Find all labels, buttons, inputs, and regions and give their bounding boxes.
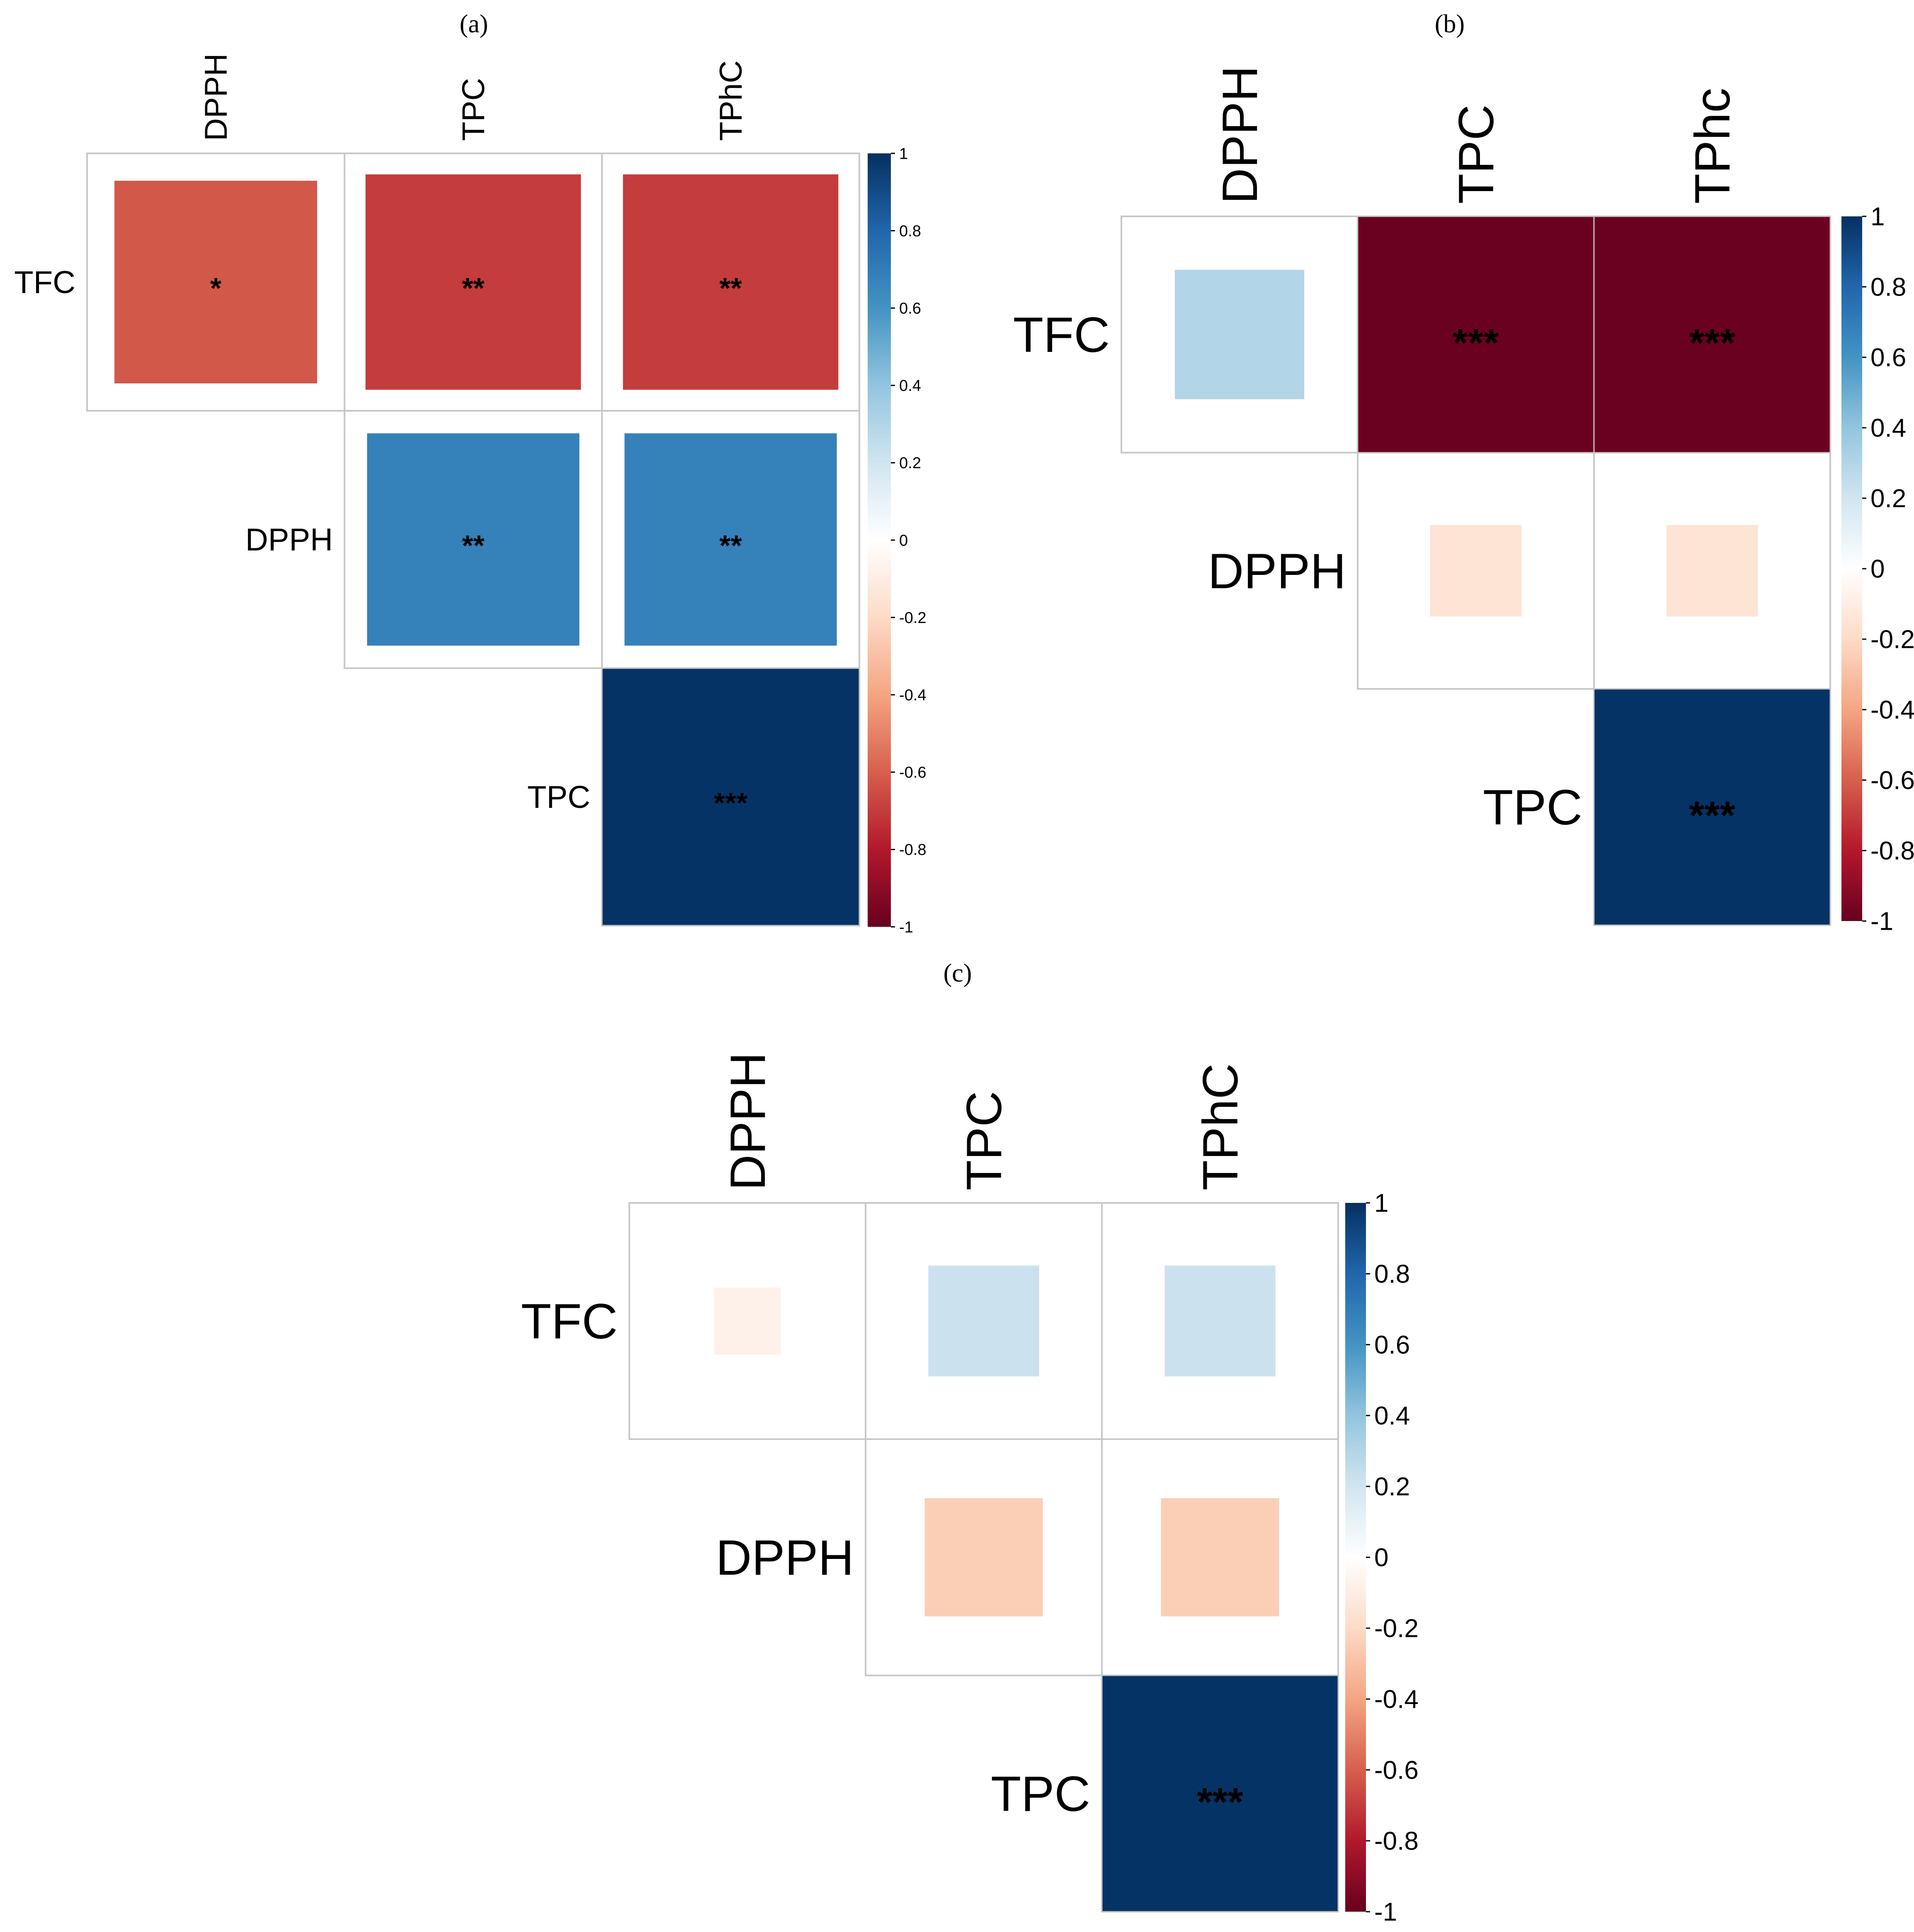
colorbar-tick-label: 0.2 <box>899 455 921 472</box>
row-label-dpph: DPPH <box>245 522 333 558</box>
significance-stars-dpph-tphc: ** <box>719 529 742 562</box>
colorbar-tick-label: 0.8 <box>899 223 921 240</box>
colorbar-tick-label: 0.4 <box>1870 414 1906 443</box>
colorbar-tick-label: 0.4 <box>1374 1402 1410 1430</box>
colorbar-tick-label: -0.4 <box>899 687 926 704</box>
row-label-dpph: DPPH <box>1208 543 1346 599</box>
corr-square-tfc-tpc <box>365 174 581 390</box>
colorbar-tick-label: 1 <box>1374 1189 1388 1218</box>
colorbar-tick-label: 0.8 <box>1374 1260 1410 1289</box>
row-label-tfc: TFC <box>14 265 75 300</box>
colorbar-tick-label: -0.2 <box>899 609 926 627</box>
significance-stars-tpc-tphc: *** <box>1689 793 1736 838</box>
colorbar-tick-label: -0.2 <box>1374 1614 1419 1643</box>
corr-square-tfc-tphc <box>623 174 839 390</box>
colorbar-tick-label: -0.6 <box>1870 766 1914 795</box>
row-label-tpc: TPC <box>991 1766 1090 1822</box>
column-label-dpph: DPPH <box>199 53 234 141</box>
significance-stars-tfc-dpph: * <box>210 272 222 304</box>
colorbar <box>868 153 891 927</box>
corr-square-tfc-tpc <box>1358 217 1594 452</box>
column-label-tphc: TPhC <box>1193 1063 1248 1190</box>
colorbar-tick-label: 0.8 <box>1870 273 1906 302</box>
significance-stars-dpph-tpc: ** <box>462 529 485 562</box>
corr-square-tfc-tpc <box>928 1265 1039 1377</box>
colorbar-tick-label: -0.8 <box>1374 1827 1419 1856</box>
colorbar-tick-label: -1 <box>1374 1898 1397 1927</box>
colorbar <box>1841 216 1862 921</box>
colorbar-tick-label: -1 <box>899 919 913 936</box>
column-label-tphc: TPhC <box>713 61 749 141</box>
corr-square-dpph-tphc <box>1666 525 1758 617</box>
significance-stars-tpc-tphc: *** <box>1197 1780 1244 1824</box>
corr-square-tfc-tphc <box>1164 1265 1276 1377</box>
colorbar-tick-label: 0 <box>899 532 908 549</box>
panel-b-title: (b) <box>1435 10 1465 38</box>
colorbar-tick-label: -0.6 <box>899 764 926 781</box>
corr-square-tfc-dpph <box>114 181 317 383</box>
row-label-tfc: TFC <box>521 1294 618 1349</box>
corr-square-tpc-tphc <box>602 669 859 925</box>
colorbar-tick-label: -0.4 <box>1374 1685 1419 1714</box>
significance-stars-tfc-tphc: ** <box>719 272 742 304</box>
colorbar-tick-label: -0.2 <box>1870 625 1914 654</box>
colorbar-tick-label: 0.6 <box>1374 1331 1410 1360</box>
column-label-dpph: DPPH <box>1212 66 1268 204</box>
colorbar-tick-label: -0.8 <box>1870 837 1914 865</box>
colorbar-tick-label: 0.2 <box>1374 1473 1410 1501</box>
column-label-tphc: TPhc <box>1685 88 1740 204</box>
colorbar-tick-label: 0.2 <box>1870 485 1906 513</box>
corr-square-dpph-tphc <box>624 433 837 646</box>
colorbar-tick-label: 0.4 <box>899 377 921 395</box>
corr-square-dpph-tpc <box>924 1498 1043 1617</box>
colorbar-tick-label: -0.4 <box>1870 696 1914 725</box>
colorbar <box>1345 1203 1366 1912</box>
significance-stars-tfc-tphc: *** <box>1689 321 1736 365</box>
colorbar-tick-label: 0 <box>1870 555 1885 584</box>
panel-c-title: (c) <box>944 959 972 987</box>
panel-a-title: (a) <box>460 10 488 38</box>
significance-stars-tpc-tphc: *** <box>714 787 748 819</box>
row-label-dpph: DPPH <box>716 1530 854 1585</box>
corr-square-tfc-dpph <box>714 1287 781 1355</box>
corr-square-dpph-tpc <box>1430 525 1522 617</box>
colorbar-tick-label: 0.6 <box>899 300 921 318</box>
panel-c-correlation-matrix: DPPH TPC TPhC TFC DPPH TPC *** 1 0.8 0.6 0.4 0.2 0 -0… <box>521 1052 1419 1927</box>
corr-square-tfc-dpph <box>1174 269 1305 400</box>
colorbar-tick-label: 1 <box>899 145 908 162</box>
panel-b-correlation-matrix: DPPH TPC TPhc TFC DPPH TPC *** *** *** 1 0.8 0.6 0.4… <box>1013 66 1914 936</box>
column-label-tpc: TPC <box>456 78 491 141</box>
colorbar-tick-label: 1 <box>1870 203 1885 231</box>
corr-square-dpph-tpc <box>367 433 580 646</box>
column-label-dpph: DPPH <box>720 1052 776 1190</box>
significance-stars-tfc-tpc: ** <box>462 272 485 304</box>
corr-square-dpph-tphc <box>1161 1498 1279 1617</box>
colorbar-tick-label: 0.6 <box>1870 344 1906 372</box>
row-label-tpc: TPC <box>1483 780 1582 835</box>
column-label-tpc: TPC <box>1448 104 1504 204</box>
colorbar-tick-label: -0.8 <box>899 841 926 859</box>
row-label-tfc: TFC <box>1013 307 1110 363</box>
significance-stars-tfc-tpc: *** <box>1453 321 1499 365</box>
column-label-tpc: TPC <box>956 1091 1012 1190</box>
colorbar-tick-label: -1 <box>1870 907 1893 936</box>
corr-square-tpc-tphc <box>1594 689 1830 925</box>
corr-square-tpc-tphc <box>1102 1676 1338 1911</box>
corr-square-tfc-tphc <box>1594 217 1830 452</box>
colorbar-tick-label: -0.6 <box>1374 1756 1419 1785</box>
colorbar-tick-label: 0 <box>1374 1544 1388 1572</box>
row-label-tpc: TPC <box>527 780 590 815</box>
